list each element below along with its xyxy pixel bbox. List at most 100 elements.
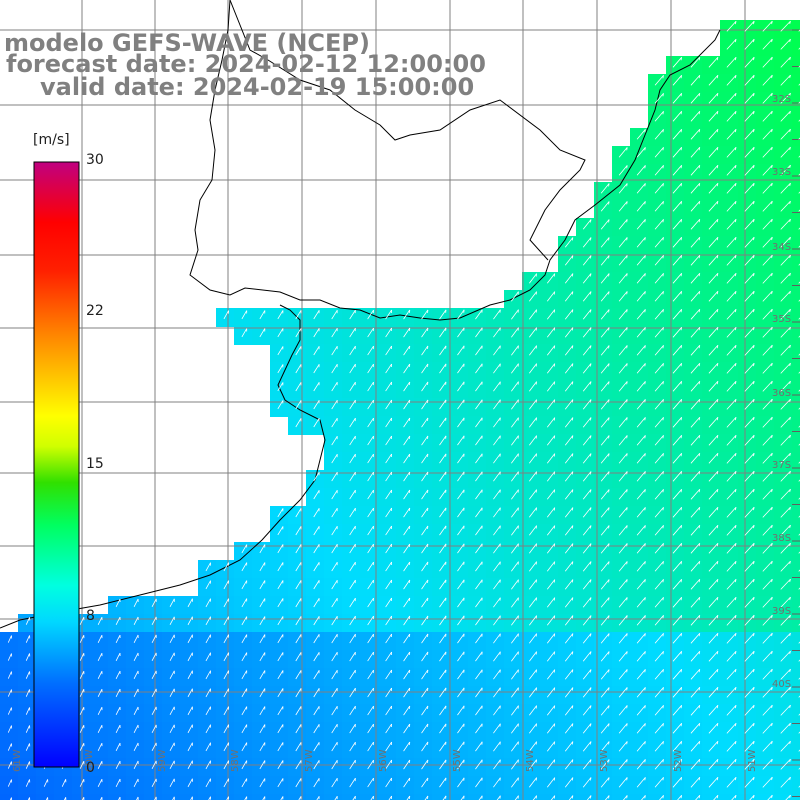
wind-arrow-head xyxy=(680,75,683,79)
wind-arrow-head xyxy=(753,597,755,601)
wind-arrow xyxy=(546,507,556,518)
wind-arrow xyxy=(241,760,248,770)
wind-speed-cell xyxy=(360,380,379,399)
wind-arrow xyxy=(79,617,85,625)
wind-speed-cell xyxy=(666,128,685,147)
wind-speed-cell xyxy=(396,632,415,651)
wind-arrow xyxy=(708,326,719,338)
wind-arrow xyxy=(151,778,157,788)
wind-arrow-head xyxy=(771,93,773,97)
wind-speed-cell xyxy=(450,722,469,741)
wind-speed-cell xyxy=(792,308,800,327)
wind-arrow xyxy=(475,597,483,608)
wind-speed-cell xyxy=(792,776,800,795)
wind-speed-cell xyxy=(180,614,199,633)
wind-speed-cell xyxy=(342,632,361,651)
wind-arrow xyxy=(97,634,103,643)
wind-arrow xyxy=(636,741,646,752)
wind-speed-cell xyxy=(612,704,631,723)
wind-arrow xyxy=(600,345,610,356)
wind-speed-cell xyxy=(162,614,181,633)
wind-arrow xyxy=(690,363,701,374)
wind-arrow-head xyxy=(771,417,773,421)
wind-speed-cell xyxy=(306,542,325,561)
wind-arrow xyxy=(223,598,229,608)
wind-speed-cell xyxy=(720,92,739,111)
wind-arrow xyxy=(457,579,465,590)
wind-arrow xyxy=(672,327,682,338)
wind-arrow xyxy=(672,219,682,230)
wind-arrow xyxy=(529,741,537,752)
wind-speed-cell xyxy=(684,506,703,525)
wind-speed-cell xyxy=(360,452,379,471)
wind-arrow xyxy=(690,345,701,356)
wind-speed-cell xyxy=(756,704,775,723)
wind-speed-cell xyxy=(720,434,739,453)
wind-arrow-head xyxy=(680,543,683,547)
wind-arrow xyxy=(277,634,284,644)
wind-arrow xyxy=(744,758,755,770)
wind-speed-cell xyxy=(90,632,109,651)
wind-arrow xyxy=(582,471,592,482)
wind-arrow-head xyxy=(608,345,610,349)
wind-arrow xyxy=(133,598,139,607)
wind-arrow-head xyxy=(590,237,592,241)
wind-arrow xyxy=(672,489,682,500)
wind-speed-cell xyxy=(432,776,451,795)
wind-speed-cell xyxy=(612,344,631,363)
wind-arrow-head xyxy=(644,777,646,781)
wind-speed-cell xyxy=(594,380,613,399)
wind-arrow xyxy=(708,344,719,356)
wind-arrow-head xyxy=(734,489,737,493)
wind-speed-cell xyxy=(738,722,757,741)
wind-speed-cell xyxy=(414,308,433,327)
wind-arrow xyxy=(313,598,320,608)
wind-arrow xyxy=(259,544,266,554)
wind-speed-cell xyxy=(360,668,379,687)
wind-arrow xyxy=(762,38,773,50)
wind-arrow xyxy=(744,182,755,194)
wind-speed-cell xyxy=(90,650,109,669)
wind-speed-cell xyxy=(18,650,37,669)
wind-arrow xyxy=(439,561,447,572)
wind-arrow-head xyxy=(716,795,719,799)
wind-arrow-head xyxy=(698,453,701,457)
wind-arrow-head xyxy=(753,345,755,349)
wind-arrow xyxy=(564,507,574,518)
wind-speed-cell xyxy=(234,668,253,687)
wind-arrow-head xyxy=(789,201,791,205)
wind-speed-cell xyxy=(774,488,793,507)
wind-arrow xyxy=(564,561,574,572)
wind-speed-cell xyxy=(630,218,649,237)
wind-arrow xyxy=(780,524,791,536)
wind-speed-cell xyxy=(504,650,523,669)
wind-arrow xyxy=(115,706,121,715)
wind-speed-cell xyxy=(306,650,325,669)
wind-speed-cell xyxy=(324,560,343,579)
wind-speed-cell xyxy=(36,794,55,800)
wind-arrow-head xyxy=(644,615,646,619)
wind-speed-cell xyxy=(306,632,325,651)
wind-speed-cell xyxy=(558,254,577,273)
wind-speed-cell xyxy=(720,470,739,489)
wind-arrow-head xyxy=(626,237,628,241)
wind-arrow xyxy=(367,669,374,680)
wind-arrow xyxy=(460,795,465,800)
wind-speed-cell xyxy=(252,722,271,741)
wind-speed-cell xyxy=(774,272,793,291)
wind-speed-cell xyxy=(594,308,613,327)
wind-arrow xyxy=(726,758,737,770)
wind-arrow xyxy=(475,453,483,464)
wind-speed-cell xyxy=(774,434,793,453)
wind-arrow-head xyxy=(662,669,664,673)
wind-arrow xyxy=(421,417,429,428)
wind-arrow xyxy=(79,653,85,661)
wind-arrow-head xyxy=(698,435,701,439)
wind-speed-cell xyxy=(720,542,739,561)
wind-speed-cell xyxy=(774,110,793,129)
wind-arrow xyxy=(582,741,592,752)
wind-arrow-head xyxy=(716,543,719,547)
wind-arrow xyxy=(403,759,411,770)
wind-arrow xyxy=(385,759,392,770)
wind-arrow xyxy=(744,578,755,590)
